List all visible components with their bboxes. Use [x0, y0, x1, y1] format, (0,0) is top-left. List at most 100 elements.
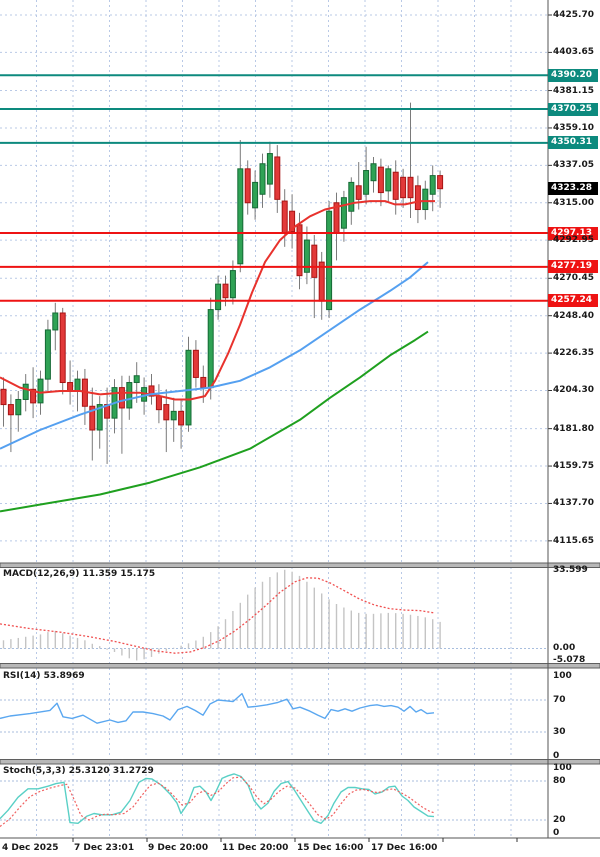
candle-bullish	[259, 163, 266, 195]
candle-bearish	[30, 388, 37, 404]
candle-bullish	[126, 382, 133, 409]
candle-bullish	[96, 404, 103, 431]
candle-bearish	[414, 185, 421, 211]
candle-bearish	[392, 171, 399, 200]
candle-bullish	[363, 170, 370, 195]
candle-bearish	[89, 405, 96, 431]
indicator-axis-label: -5.078	[553, 655, 586, 666]
candle-bearish	[200, 376, 207, 389]
price-axis-tick-label: 4137.70	[553, 498, 594, 509]
indicator-axis-label: 0	[553, 751, 560, 761]
candle-bullish	[37, 378, 44, 404]
candle-bullish	[340, 197, 347, 229]
price-axis-tick-label: 4337.05	[553, 160, 594, 171]
resistance-price-label: 4350.31	[548, 136, 598, 150]
candle-bearish	[222, 283, 229, 299]
candle-bullish	[252, 181, 259, 209]
ma-fast-red	[0, 200, 435, 401]
ma-slow-green	[0, 330, 429, 513]
indicator-axis-label: 20	[553, 815, 566, 825]
resistance-price-label: 4390.20	[548, 68, 598, 82]
candle-bullish	[237, 168, 244, 265]
price-axis-tick-label: 4204.30	[553, 385, 594, 396]
price-axis-tick-label: 4315.00	[553, 197, 594, 208]
candle-bullish	[170, 410, 177, 421]
candle-bearish	[407, 176, 414, 199]
candle-bearish	[148, 385, 155, 397]
candle-bullish	[422, 188, 429, 211]
candle-bearish	[318, 261, 325, 302]
macd-indicator-label: MACD(12,26,9) 11.359 15.175	[3, 569, 156, 579]
indicator-axis-label: 100	[553, 671, 572, 681]
candle-bullish	[370, 163, 377, 182]
candle-bearish	[281, 200, 288, 234]
candle-bullish	[266, 153, 273, 185]
candle-bullish	[348, 181, 355, 212]
candle-bullish	[133, 375, 140, 384]
price-axis-tick-label: 4248.40	[553, 310, 594, 321]
stoch-indicator-label: Stoch(5,3,3) 25.3120 31.2729	[3, 766, 154, 776]
candle-bearish	[311, 244, 318, 278]
candle-bearish	[274, 156, 281, 200]
resistance-price-label: 4370.25	[548, 102, 598, 116]
candle-bullish	[52, 312, 59, 331]
candle-bearish	[0, 388, 7, 406]
candle-bullish	[229, 270, 236, 299]
candle-bullish	[74, 378, 81, 392]
candle-bullish	[22, 383, 29, 400]
candle-bearish	[67, 382, 74, 392]
price-axis-tick-label: 4359.10	[553, 122, 594, 133]
rsi-indicator-label: RSI(14) 53.8969	[3, 671, 85, 681]
indicator-axis-label: 70	[553, 695, 566, 705]
current-price-label: 4323.28	[548, 182, 598, 196]
candle-bullish	[15, 398, 22, 416]
price-axis-tick-label: 4292.95	[553, 235, 594, 246]
candle-bearish	[59, 312, 66, 384]
price-axis-tick-label: 4425.70	[553, 10, 594, 20]
time-axis-date-label: 4 Dec 2025	[2, 843, 59, 853]
candle-bearish	[155, 395, 162, 411]
candle-bearish	[400, 176, 407, 199]
candle-bullish	[207, 309, 214, 389]
price-axis-tick-label: 4381.15	[553, 85, 594, 96]
time-axis-date-label: 17 Dec 16:00	[371, 843, 438, 853]
candle-bearish	[355, 185, 362, 200]
candle-bearish	[296, 224, 303, 277]
price-axis-tick-label: 4181.80	[553, 423, 594, 434]
candle-bullish	[429, 175, 436, 195]
indicator-axis-label: 30	[553, 727, 566, 737]
price-axis-tick-label: 4115.65	[553, 535, 594, 546]
price-axis-tick-label: 4270.45	[553, 273, 594, 284]
stoch-k-line	[0, 773, 435, 824]
support-price-label: 4297.13	[548, 226, 598, 240]
candle-bearish	[178, 410, 185, 426]
candle-bearish	[7, 404, 14, 416]
candle-bearish	[437, 175, 444, 190]
macd-signal-line	[0, 577, 435, 654]
panel-separator	[0, 663, 600, 669]
candle-bearish	[377, 166, 384, 194]
time-axis-date-label: 9 Dec 20:00	[148, 843, 209, 853]
support-price-label: 4277.19	[548, 260, 598, 274]
price-axis-tick-label: 4403.65	[553, 47, 594, 58]
price-axis-tick-label: 4226.35	[553, 348, 594, 359]
panel-separator	[0, 759, 600, 765]
candle-bullish	[326, 210, 333, 311]
candle-bullish	[215, 283, 222, 311]
support-price-label: 4257.24	[548, 294, 598, 308]
candle-bullish	[185, 349, 192, 426]
price-axis-tick-label: 4159.75	[553, 461, 594, 472]
time-axis-date-label: 11 Dec 20:00	[222, 843, 289, 853]
candle-bullish	[303, 239, 310, 273]
candle-bullish	[385, 168, 392, 192]
candle-bearish	[289, 210, 296, 233]
panel-separator	[0, 562, 600, 568]
candle-bearish	[192, 349, 199, 378]
ma-mid-blue	[0, 261, 429, 450]
candle-bearish	[163, 404, 170, 421]
time-axis-date-label: 15 Dec 16:00	[297, 843, 364, 853]
candle-bearish	[118, 387, 125, 409]
indicator-axis-label: 0	[553, 828, 560, 838]
indicator-axis-label: 80	[553, 776, 566, 786]
